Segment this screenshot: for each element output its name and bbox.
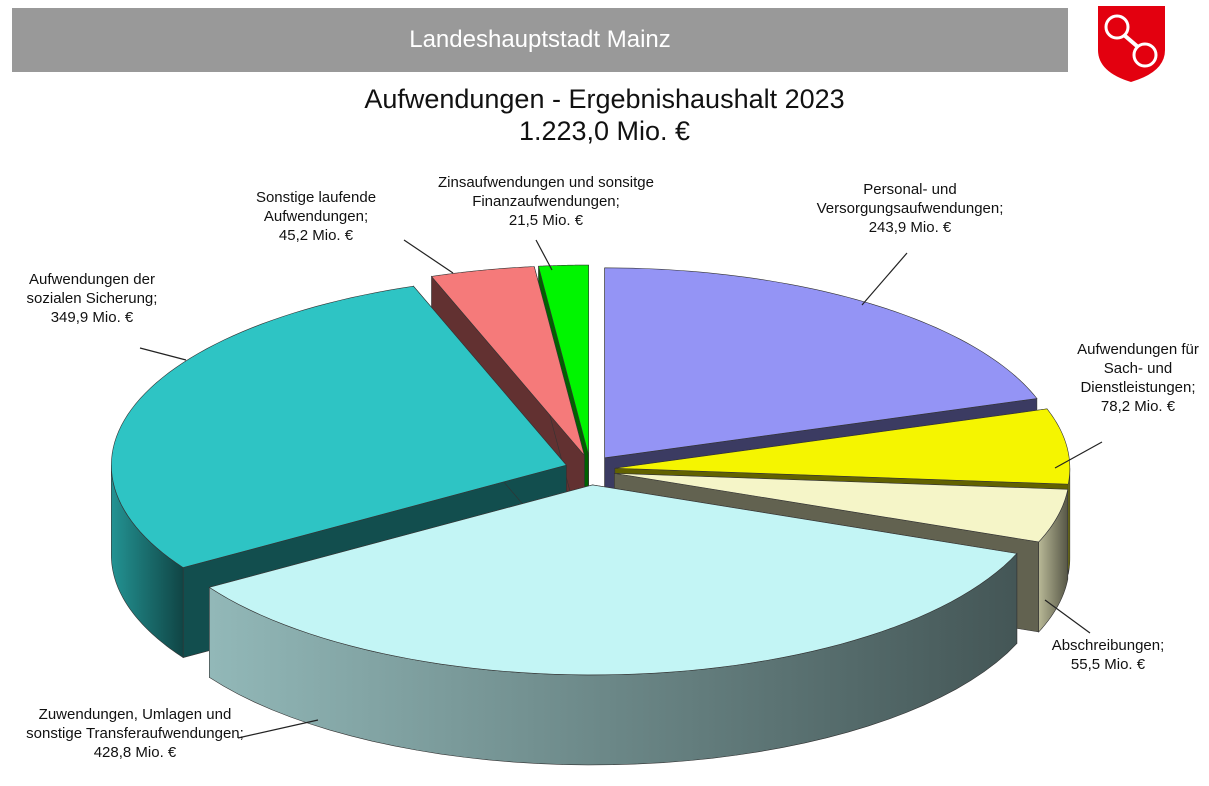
- leader-line: [1044, 599, 1091, 634]
- value-label: 349,9 Mio. €: [50, 309, 134, 326]
- slice-top: [614, 473, 1069, 543]
- value-label: 55,5 Mio. €: [1070, 656, 1146, 673]
- leader-line: [139, 347, 187, 361]
- slice-top: [111, 285, 567, 568]
- logo: [1098, 6, 1165, 82]
- chart-subtitle: 1.223,0 Mio. €: [518, 116, 691, 146]
- slice-top: [208, 484, 1018, 676]
- value-label: 243,9 Mio. €: [868, 219, 952, 236]
- slice-top: [604, 267, 1038, 459]
- leader-line: [1054, 441, 1103, 469]
- category-label: Aufwendungen der sozialen Sicherung;: [26, 271, 158, 307]
- slice-top: [538, 264, 589, 456]
- data-label: Abschreibungen; 55,5 Mio. €: [1038, 636, 1178, 674]
- data-label: Sonstige laufende Aufwendungen; 45,2 Mio.…: [246, 188, 386, 245]
- value-label: 78,2 Mio. €: [1100, 398, 1176, 415]
- data-label: Personal- und Versorgungsaufwendungen; 24…: [790, 180, 1030, 237]
- category-label: Abschreibungen;: [1051, 637, 1165, 654]
- leader-line: [861, 252, 908, 306]
- header-title: Landeshauptstadt Mainz: [12, 8, 1068, 72]
- leader-line: [237, 719, 319, 739]
- category-label: Sonstige laufende Aufwendungen;: [255, 189, 377, 225]
- data-label: Aufwendungen der sozialen Sicherung; 349,…: [7, 270, 177, 327]
- data-label: Aufwendungen für Sach- und Dienstleistun…: [1063, 340, 1209, 416]
- value-label: 45,2 Mio. €: [278, 227, 354, 244]
- category-label: Personal- und Versorgungsaufwendungen;: [816, 181, 1004, 217]
- slice-top: [430, 266, 585, 456]
- category-label: Zinsaufwendungen und sonsitge Finanzaufw…: [438, 174, 654, 210]
- slice-top: [614, 408, 1071, 485]
- leader-line: [403, 239, 454, 274]
- category-label: Zuwendungen, Umlagen und sonstige Transf…: [26, 706, 244, 742]
- category-label: Aufwendungen für Sach- und Dienstleistun…: [1077, 341, 1199, 396]
- leader-line: [535, 239, 553, 271]
- value-label: 428,8 Mio. €: [93, 744, 177, 761]
- chart-title: Aufwendungen - Ergebnishaushalt 2023: [364, 84, 845, 114]
- data-label: Zinsaufwendungen und sonsitge Finanzaufw…: [421, 173, 671, 230]
- data-label: Zuwendungen, Umlagen und sonstige Transf…: [20, 705, 250, 762]
- value-label: 21,5 Mio. €: [508, 212, 584, 229]
- slice: [208, 484, 1018, 766]
